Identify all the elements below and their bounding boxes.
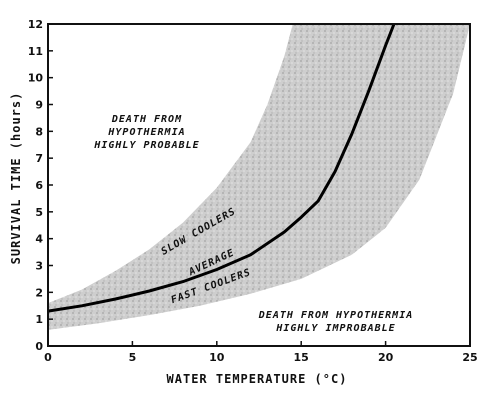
y-tick-label: 4 <box>35 233 43 246</box>
y-tick-label: 9 <box>35 99 43 112</box>
annotation-line: HYPOTHERMIA <box>107 127 185 138</box>
y-tick-label: 12 <box>28 18 43 31</box>
y-axis-title: SURVIVAL TIME (hours) <box>9 92 23 265</box>
x-tick-label: 5 <box>129 351 137 364</box>
x-tick-label: 20 <box>378 351 394 364</box>
y-tick-label: 8 <box>35 125 43 138</box>
x-tick-label: 0 <box>44 351 52 364</box>
x-tick-label: 10 <box>209 351 225 364</box>
y-tick-label: 10 <box>28 72 44 85</box>
annotation-line: DEATH FROM HYPOTHERMIA <box>258 310 413 321</box>
series-line-average <box>47 23 396 313</box>
survival-range-band <box>48 24 470 330</box>
x-axis-ticks: 0 5 10 15 20 25 <box>44 341 478 364</box>
y-tick-label: 3 <box>35 260 43 273</box>
y-tick-label: 2 <box>35 286 43 299</box>
survival-range-band-group <box>48 24 470 330</box>
annotation-line: DEATH FROM <box>111 114 182 125</box>
y-tick-label: 1 <box>35 313 43 326</box>
series-group <box>47 23 396 313</box>
annotation-line: HIGHLY PROBABLE <box>93 140 199 151</box>
y-tick-label: 7 <box>35 152 43 165</box>
x-tick-label: 25 <box>462 351 477 364</box>
y-tick-label: 11 <box>28 45 43 58</box>
y-tick-label: 5 <box>35 206 43 219</box>
x-axis-title: WATER TEMPERATURE (°C) <box>167 372 348 386</box>
annotation-improbable: DEATH FROM HYPOTHERMIA HIGHLY IMPROBABLE <box>258 310 413 334</box>
y-tick-label: 6 <box>35 179 43 192</box>
x-tick-label: 15 <box>294 351 309 364</box>
annotation-line: HIGHLY IMPROBABLE <box>275 323 395 334</box>
y-tick-label: 0 <box>35 340 43 353</box>
annotation-probable: DEATH FROM HYPOTHERMIA HIGHLY PROBABLE <box>93 114 199 151</box>
